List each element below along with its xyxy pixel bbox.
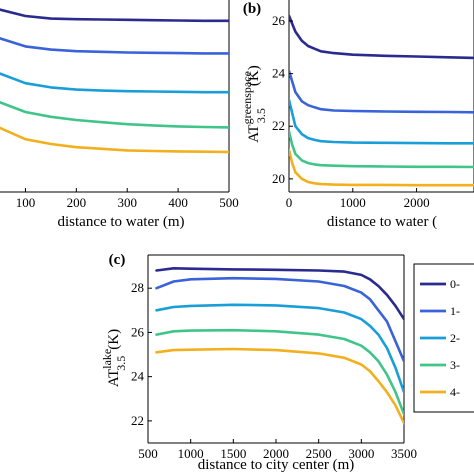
legend: 0- 1- 2- 3- 4-	[413, 263, 474, 413]
panel-b-y-label-unit: (K)	[246, 65, 262, 86]
panel-c-x-tick-label: 2500	[306, 446, 332, 461]
panel-c-x-tick-label: 2000	[263, 446, 289, 461]
panel-b-y-tick-label: 20	[272, 171, 285, 186]
panel-c-y-label-unit: (K)	[106, 329, 122, 350]
panel-b-frame	[288, 0, 474, 193]
panel-a-x-tick-label: 200	[67, 195, 87, 210]
legend-label-3: 2-	[450, 331, 460, 345]
panel-c-series-3-line	[155, 303, 404, 394]
legend-label-1: 0-	[450, 277, 460, 291]
panel-c-y-label-main: AT	[106, 369, 122, 387]
panel-a-x-tick-label: 500	[219, 195, 239, 210]
panel-b: (b) 0 1000 2000 20 22 24 26 distance to water…	[240, 0, 474, 230]
panel-a-plot-area	[0, 0, 230, 193]
panel-a-x-tick-label: 100	[16, 195, 36, 210]
panel-a: 100 200 300 400 500 distance to water (m)	[0, 0, 239, 230]
legend-label-5: 4-	[450, 385, 460, 399]
panel-c-x-tick-label: 500	[138, 446, 158, 461]
panel-b-series-3-line	[289, 98, 474, 145]
panel-b-series-2-line	[289, 69, 474, 114]
panel-b-series-4-line	[289, 130, 474, 169]
svg-text:ATlake3.5(K): ATlake3.5 (K)	[100, 329, 128, 387]
panel-b-y-tick-label: 26	[272, 13, 286, 28]
panel-c-series-4-line	[155, 328, 404, 416]
panel-c-series-1-line	[155, 267, 404, 321]
legend-label-4: 3-	[450, 358, 460, 372]
panel-a-x-ticks: 100 200 300 400 500	[16, 188, 239, 210]
panel-a-x-axis-label: distance to water (m)	[57, 214, 184, 230]
panel-c-label: (c)	[109, 252, 126, 268]
panel-c-x-ticks: 500 1000 1500 2000 2500 3000 3500	[138, 439, 417, 461]
panel-a-series-5-line	[0, 126, 229, 154]
panel-c-y-axis-label: ATlake3.5 (K)	[100, 329, 128, 387]
panel-c-plot-area	[147, 254, 405, 444]
panel-b-x-tick-label: 1000	[340, 195, 366, 210]
panel-a-series-4-line	[0, 101, 229, 129]
panel-a-series-1-line	[0, 8, 229, 23]
panel-c-series-5-line	[155, 347, 404, 425]
panel-b-y-label-sup: greenspace	[240, 71, 254, 124]
panel-b-y-label-sub: 3.5	[254, 108, 268, 123]
panel-c-y-label-sub: 3.5	[114, 356, 128, 371]
panel-a-x-tick-label: 300	[117, 195, 137, 210]
panel-a-frame	[0, 0, 230, 193]
panel-b-x-tick-label: 2000	[404, 195, 430, 210]
panel-b-y-ticks: 20 22 24 26	[272, 13, 293, 186]
panel-b-x-axis-label: distance to water (	[327, 214, 437, 230]
panel-b-x-tick-label: 0	[286, 195, 293, 210]
panel-c-x-tick-label: 1000	[178, 446, 204, 461]
panel-b-plot-area	[288, 0, 474, 193]
panel-b-label: (b)	[243, 1, 261, 17]
panel-c-y-tick-label: 26	[131, 324, 145, 339]
panel-c-x-axis-label: distance to city center (m)	[198, 457, 355, 473]
panel-b-x-ticks: 0 1000 2000	[286, 188, 430, 210]
panel-c-x-tick-label: 3000	[348, 446, 374, 461]
panel-b-y-tick-label: 24	[272, 66, 286, 81]
panel-a-x-tick-label: 400	[168, 195, 188, 210]
panel-c-series-2-line	[155, 276, 404, 363]
panel-c: (c) 500 1000 1500 2000 2500 3000 3500 22 24 26 28…	[100, 252, 417, 473]
panel-c-y-label-sup: lake	[100, 349, 114, 369]
panel-b-series-5-line	[289, 148, 474, 187]
panel-c-y-tick-label: 22	[131, 413, 144, 428]
panel-c-y-ticks: 22 24 26 28	[131, 280, 152, 428]
panel-a-series-3-line	[0, 72, 229, 94]
panel-c-y-tick-label: 28	[131, 280, 144, 295]
panel-b-series-1-line	[289, 14, 474, 60]
panel-b-y-tick-label: 22	[272, 118, 285, 133]
panel-b-y-label-main: AT	[246, 124, 262, 142]
legend-label-2: 1-	[450, 304, 460, 318]
panel-c-x-tick-label: 3500	[391, 446, 417, 461]
panel-b-y-axis-label: ATgreenspace3.5 (K)	[240, 65, 268, 142]
panel-c-y-tick-label: 24	[131, 369, 145, 384]
panel-c-x-tick-label: 1500	[220, 446, 246, 461]
panel-a-series-2-line	[0, 37, 229, 55]
svg-text:ATgreenspace3.5(K): ATgreenspace3.5 (K)	[240, 65, 268, 142]
